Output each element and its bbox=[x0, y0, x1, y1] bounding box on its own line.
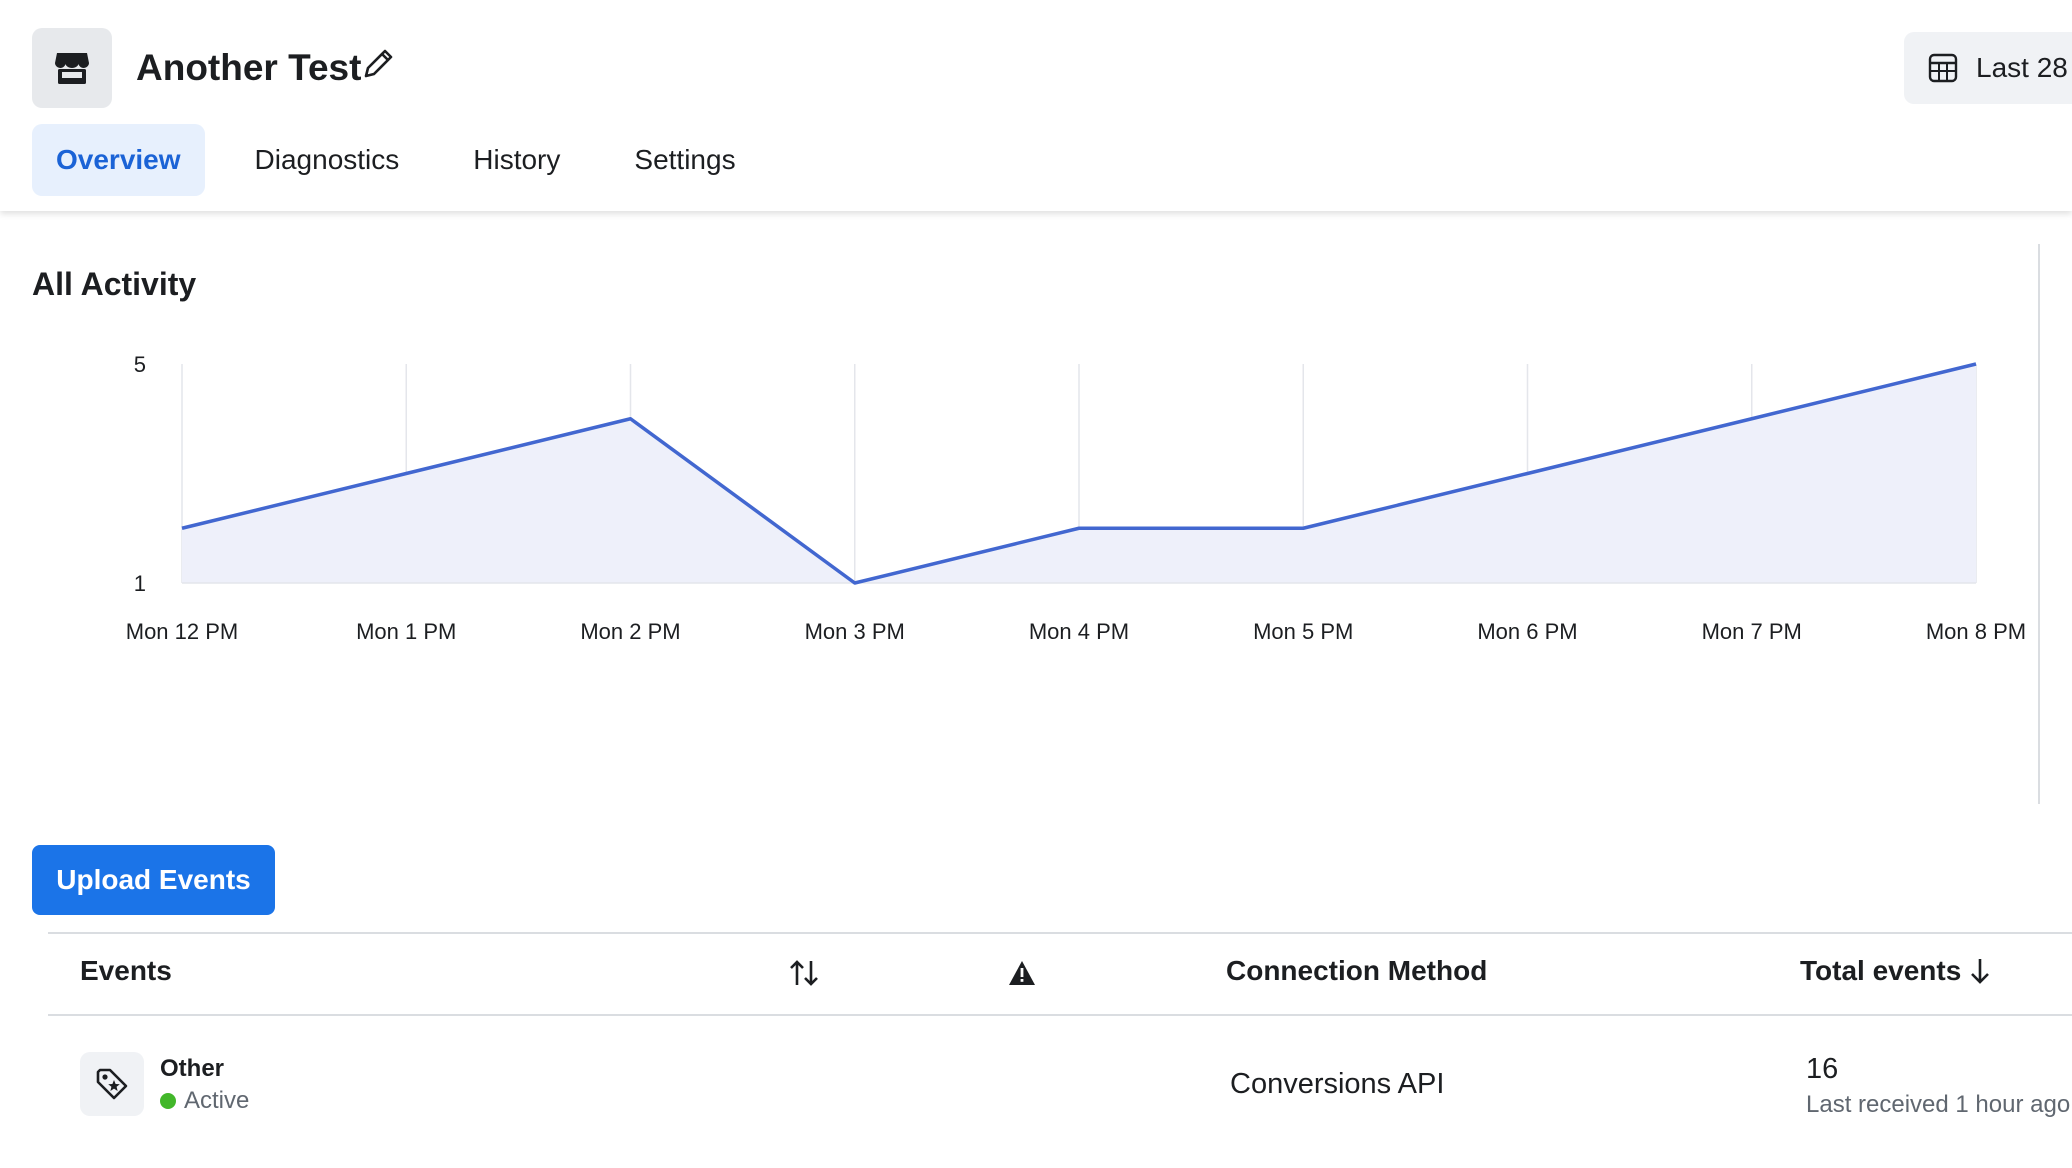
warning-icon bbox=[1009, 961, 1035, 985]
all-activity-heading: All Activity bbox=[32, 266, 197, 302]
table-top-border bbox=[48, 932, 2072, 934]
event-name: Other bbox=[160, 1055, 225, 1082]
sort-up-down-icon bbox=[790, 960, 818, 986]
last-received-text: Last received 1 hour ago bbox=[1806, 1091, 2071, 1118]
connection-method-cell: Conversions API bbox=[1230, 1068, 1445, 1100]
page-title: Another Test bbox=[136, 47, 362, 88]
status-active-dot bbox=[160, 1093, 176, 1109]
x-tick-label: Mon 1 PM bbox=[356, 619, 456, 644]
arrow-down-icon bbox=[1971, 959, 1990, 984]
tab-history[interactable]: History bbox=[473, 144, 561, 175]
tab-bar: Overview Diagnostics History Settings bbox=[32, 124, 778, 196]
tab-settings[interactable]: Settings bbox=[634, 144, 736, 175]
column-header-warning[interactable] bbox=[1008, 960, 1036, 986]
x-tick-label: Mon 4 PM bbox=[1029, 619, 1129, 644]
column-header-total-events[interactable]: Total events bbox=[1800, 955, 1991, 987]
x-tick-label: Mon 6 PM bbox=[1477, 619, 1577, 644]
total-events-count: 16 bbox=[1806, 1053, 1839, 1085]
tag-icon bbox=[96, 1068, 128, 1100]
column-header-events[interactable]: Events bbox=[80, 955, 172, 987]
x-tick-label: Mon 8 PM bbox=[1926, 619, 2026, 644]
pencil-icon[interactable] bbox=[358, 44, 398, 84]
tab-overview[interactable]: Overview bbox=[32, 124, 205, 196]
panel-divider bbox=[2038, 244, 2040, 804]
total-events-header-label: Total events bbox=[1800, 955, 1962, 986]
table-header-border bbox=[48, 1014, 2072, 1016]
y-tick-label: 1 bbox=[134, 571, 146, 596]
connection-method-header-label: Connection Method bbox=[1226, 955, 1488, 986]
x-tick-label: Mon 5 PM bbox=[1253, 619, 1353, 644]
tab-diagnostics[interactable]: Diagnostics bbox=[254, 144, 400, 175]
y-tick-label: 5 bbox=[134, 352, 146, 377]
page-header: Another Test Last 28 Overview Diagnostic… bbox=[0, 0, 2072, 211]
event-icon-tile bbox=[80, 1052, 144, 1116]
upload-events-button[interactable]: Upload Events bbox=[32, 845, 275, 915]
x-tick-label: Mon 12 PM bbox=[126, 619, 239, 644]
store-icon-tile bbox=[32, 28, 112, 108]
activity-chart: 5 1 Mon 12 PM Mon 1 PM Mon 2 PM Mon 3 PM Mon 4… bbox=[126, 352, 2026, 644]
event-status-label: Active bbox=[184, 1087, 250, 1114]
x-tick-label: Mon 7 PM bbox=[1702, 619, 1802, 644]
storefront-icon bbox=[55, 53, 89, 84]
x-tick-label: Mon 3 PM bbox=[805, 619, 905, 644]
x-tick-label: Mon 2 PM bbox=[580, 619, 680, 644]
event-status: Active bbox=[160, 1087, 249, 1115]
date-range-label: Last 28 bbox=[1976, 52, 2068, 83]
calendar-grid-icon bbox=[1928, 53, 1958, 83]
column-header-connection-method[interactable]: Connection Method bbox=[1226, 955, 1487, 987]
events-header-label: Events bbox=[80, 955, 172, 986]
date-range-button[interactable]: Last 28 bbox=[1904, 32, 2072, 104]
column-header-sort[interactable] bbox=[788, 958, 820, 988]
